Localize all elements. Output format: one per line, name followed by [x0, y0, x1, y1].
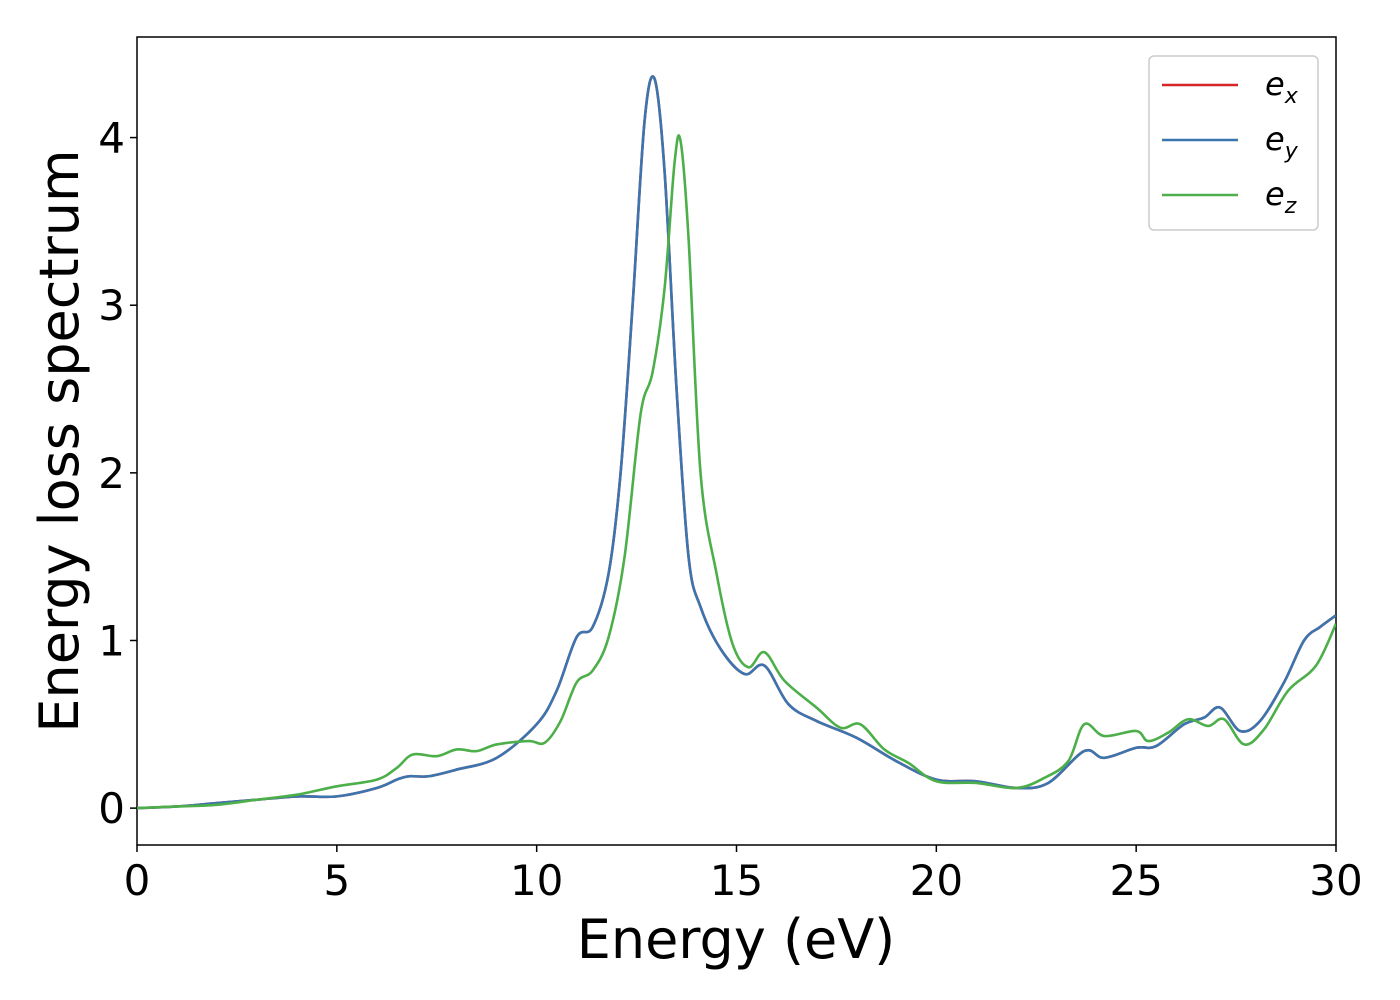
- x-tick-label: 10: [510, 856, 563, 905]
- legend-label-ez: ez: [1265, 175, 1297, 219]
- tick-layer: 0 5 10 15 20 25 30 0 1 2 3 4: [98, 114, 1362, 905]
- y-tick-label: 0: [98, 784, 125, 833]
- y-tick-label: 4: [98, 114, 125, 163]
- series-line-ez: [137, 134, 1336, 810]
- x-tick-label: 20: [910, 856, 963, 905]
- x-tick-label: 30: [1309, 856, 1362, 905]
- legend-box: [1148, 55, 1319, 231]
- legend-label-ex: ex: [1265, 65, 1299, 109]
- x-tick-label: 5: [323, 856, 350, 905]
- x-tick-label: 0: [124, 856, 151, 905]
- y-tick-label: 3: [98, 281, 125, 330]
- x-axis-label: Energy (eV): [577, 908, 896, 971]
- y-tick-label: 2: [98, 449, 125, 498]
- y-axis-label: Energy loss spectrum: [28, 149, 91, 732]
- series-line-ey: [137, 75, 1336, 810]
- y-tick-label: 1: [98, 616, 125, 665]
- series-layer: [137, 75, 1336, 810]
- x-tick-label: 15: [710, 856, 763, 905]
- legend-label-ey: ey: [1265, 120, 1299, 164]
- x-tick-label: 25: [1109, 856, 1162, 905]
- legend: ex ey ez: [1148, 55, 1319, 231]
